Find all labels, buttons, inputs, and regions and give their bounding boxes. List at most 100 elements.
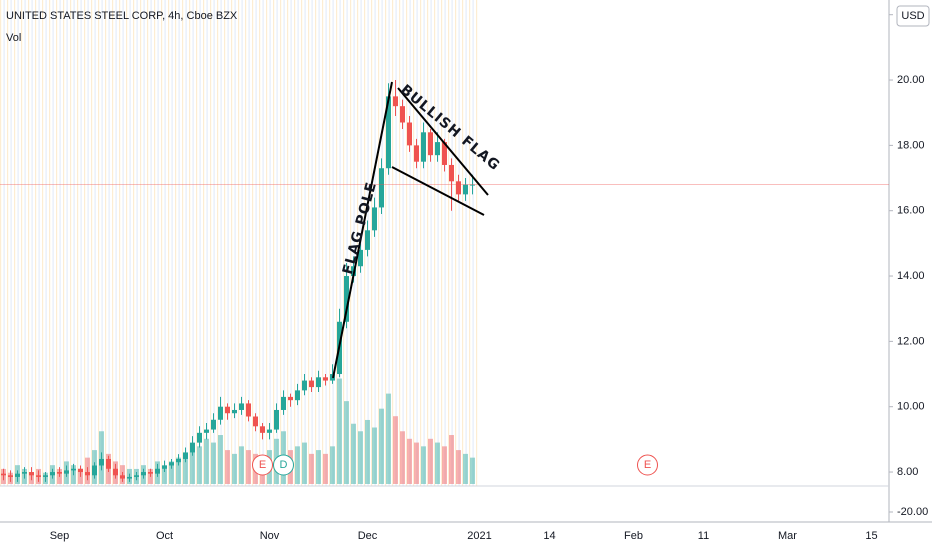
- candle-body: [57, 472, 62, 474]
- candle-body: [414, 145, 419, 162]
- candle-body: [64, 470, 69, 474]
- x-tick-label: Sep: [50, 530, 70, 542]
- candle-body: [113, 468, 118, 476]
- y-tick-label: 8.00: [897, 466, 918, 478]
- volume-bar: [407, 438, 412, 484]
- volume-bar: [211, 442, 216, 484]
- volume-bar: [316, 450, 321, 484]
- candle-body: [239, 403, 244, 410]
- x-tick-label: 15: [865, 530, 877, 542]
- volume-bar: [428, 438, 433, 484]
- candle-body: [141, 472, 146, 476]
- volume-bar: [372, 427, 377, 484]
- flag-bottom-line: [391, 166, 485, 216]
- volume-bar: [239, 446, 244, 484]
- candle-body: [43, 475, 48, 477]
- event-marker: [637, 454, 658, 476]
- candle-body: [344, 276, 349, 322]
- candle-body: [183, 452, 188, 459]
- candle-body: [365, 230, 370, 250]
- currency-label[interactable]: USD: [901, 10, 924, 22]
- volume-bar: [309, 453, 314, 484]
- candle-body: [204, 429, 209, 433]
- candle-body: [309, 380, 314, 388]
- x-tick-label: 14: [543, 530, 555, 542]
- candle-body: [400, 106, 405, 123]
- candle-body: [162, 465, 167, 469]
- volume-bar: [183, 453, 188, 484]
- candle-body: [211, 419, 216, 430]
- volume-bar: [176, 457, 181, 484]
- volume-bar: [421, 446, 426, 484]
- volume-bar: [379, 408, 384, 484]
- candle-body: [288, 396, 293, 401]
- currency-box[interactable]: [896, 5, 930, 27]
- volume-bar: [400, 431, 405, 484]
- volume-bar: [162, 465, 167, 484]
- candle-body: [274, 409, 279, 430]
- volume-bar: [204, 438, 209, 484]
- candle-body: [316, 377, 321, 388]
- candle-body: [176, 458, 181, 463]
- x-tick-label: Nov: [260, 530, 280, 542]
- candle-body: [218, 406, 223, 420]
- x-tick-label: 11: [698, 530, 709, 542]
- candle-body: [197, 432, 202, 443]
- candle-body: [442, 142, 447, 165]
- candle-body: [29, 472, 34, 476]
- candle-body: [379, 168, 384, 208]
- candle-body: [22, 472, 27, 474]
- event-label: D: [280, 459, 288, 471]
- event-label: E: [259, 459, 266, 471]
- candle-body: [232, 409, 237, 414]
- volume-bar: [218, 435, 223, 484]
- candle-body: [71, 468, 76, 471]
- candle-body: [449, 164, 454, 182]
- candle-body: [323, 377, 328, 381]
- candle-body: [386, 96, 391, 169]
- volume-bar: [295, 446, 300, 484]
- volume-bar: [232, 453, 237, 484]
- volume-label: Vol: [6, 32, 21, 44]
- volume-bar: [456, 450, 461, 484]
- candle-body: [127, 476, 132, 479]
- volume-bar: [330, 446, 335, 484]
- candle-body: [92, 465, 97, 476]
- candle-body: [190, 442, 195, 453]
- x-tick-label: Mar: [778, 530, 797, 542]
- candle-body: [106, 458, 111, 469]
- candle-body: [225, 406, 230, 414]
- volume-bar: [393, 416, 398, 484]
- volume-bar: [302, 442, 307, 484]
- candle-body: [463, 184, 468, 195]
- volume-bar: [442, 446, 447, 484]
- candle-body: [253, 416, 258, 427]
- volume-bar: [365, 419, 370, 484]
- volume-bar: [225, 450, 230, 484]
- x-tick-label: Oct: [156, 530, 173, 542]
- candle-body: [428, 132, 433, 156]
- x-tick-label: Dec: [358, 530, 378, 542]
- drawings: [332, 81, 489, 379]
- y-tick-label: 14.00: [897, 270, 925, 282]
- candle-body: [393, 96, 398, 107]
- volume-bar: [414, 442, 419, 484]
- volume-bar: [190, 450, 195, 484]
- candle-body: [169, 462, 174, 466]
- volume-bar: [344, 401, 349, 484]
- volume-bar: [337, 378, 342, 484]
- candle-body: [302, 380, 307, 391]
- candle-body: [407, 122, 412, 146]
- volume-bar: [169, 461, 174, 484]
- volume-bar: [351, 423, 356, 484]
- volume-bar: [463, 453, 468, 484]
- volume-bar: [449, 435, 454, 484]
- candle-body: [99, 458, 104, 466]
- candle-body: [470, 184, 475, 186]
- candle-body: [148, 472, 153, 474]
- candle-body: [358, 249, 363, 267]
- event-marker: [273, 454, 294, 476]
- session-background: [0, 0, 478, 486]
- y-tick-label: 16.00: [897, 205, 925, 217]
- volume-bar: [358, 431, 363, 484]
